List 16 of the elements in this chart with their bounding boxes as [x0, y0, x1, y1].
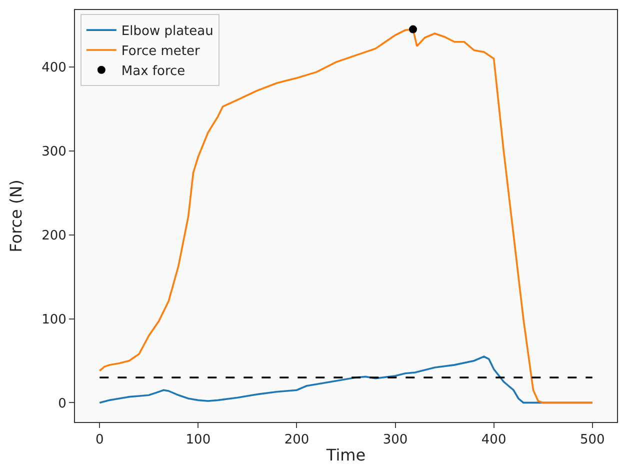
x-tick-label: 300	[382, 432, 408, 448]
y-axis-title: Force (N)	[6, 180, 26, 252]
y-tick-label: 0	[58, 396, 66, 412]
x-tick-label: 100	[186, 432, 211, 448]
legend-label: Elbow plateau	[121, 24, 214, 40]
x-tick-label: 500	[580, 432, 605, 448]
x-tick-label: 0	[96, 432, 104, 448]
legend-label: Force meter	[121, 44, 200, 60]
x-tick-label: 200	[284, 432, 310, 448]
y-tick-label: 200	[42, 228, 66, 244]
legend-label: Max force	[121, 64, 186, 79]
y-tick-label: 400	[42, 60, 66, 76]
y-tick-label: 300	[42, 144, 66, 160]
y-tick-label: 100	[42, 312, 66, 328]
x-axis-title: Time	[325, 445, 366, 464]
x-tick-label: 400	[481, 432, 506, 448]
